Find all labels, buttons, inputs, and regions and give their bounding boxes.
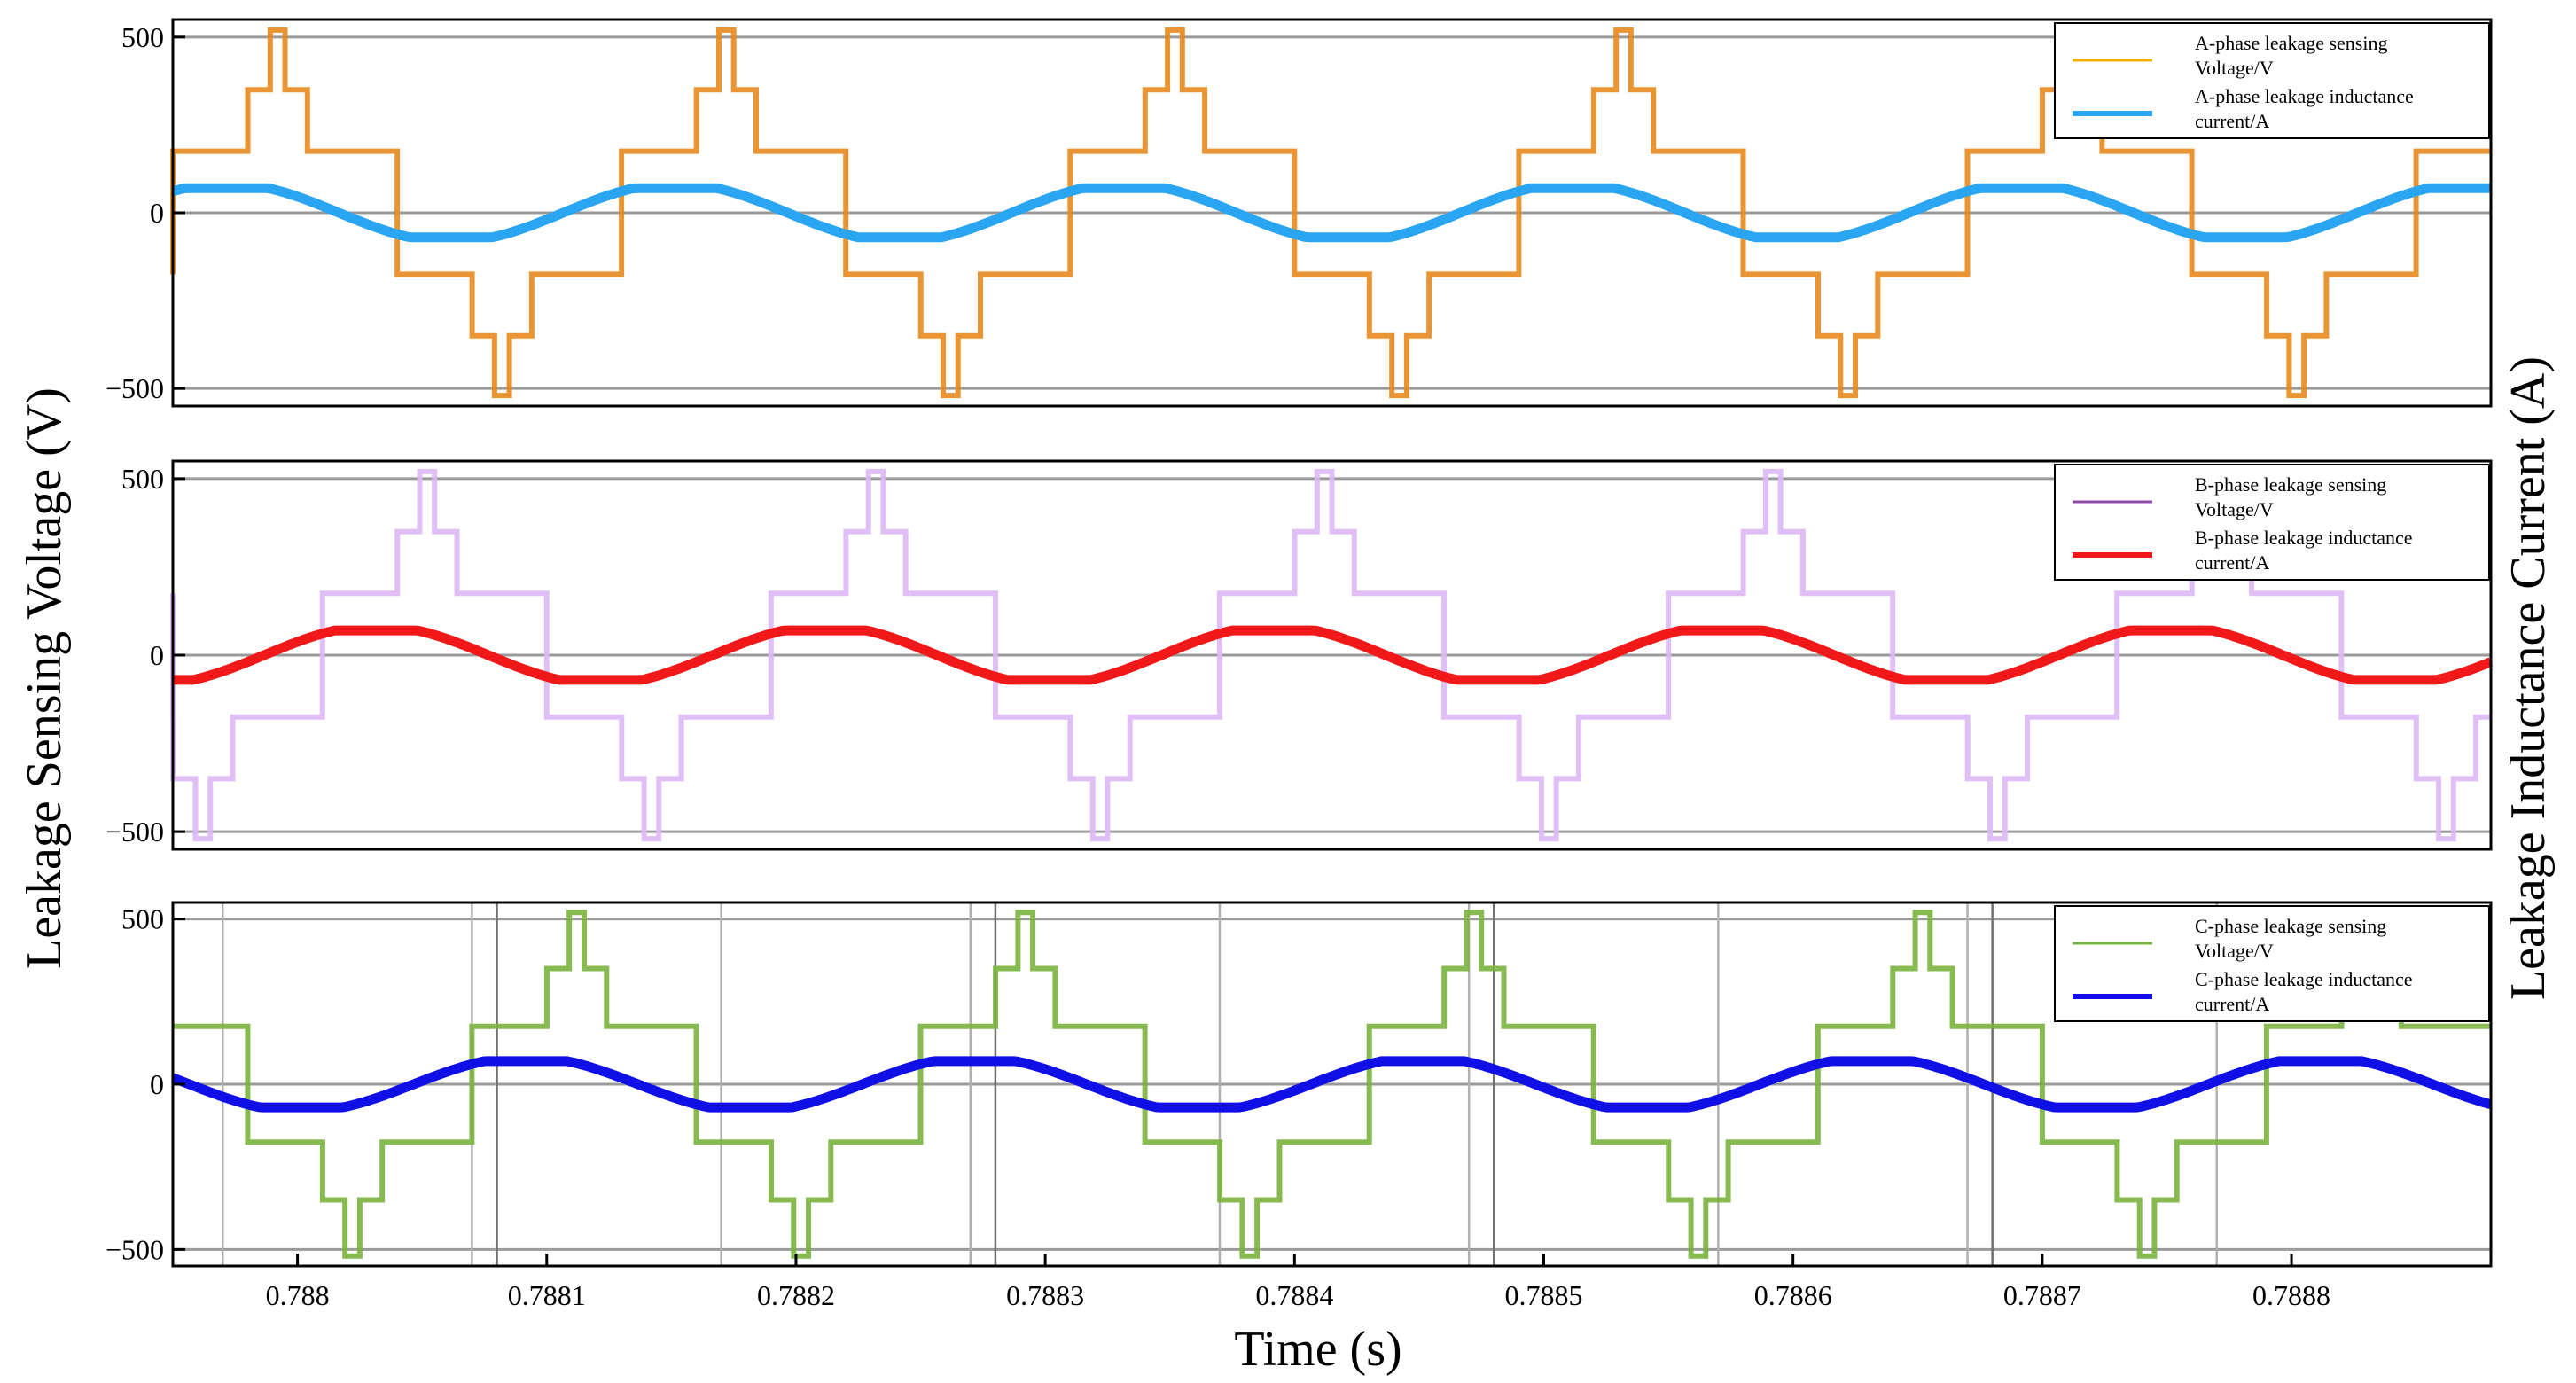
panel-3-legend: C-phase leakage sensing Voltage/V C-phase … [2054, 905, 2490, 1022]
legend-entry-text: A-phase leakage sensing [2195, 32, 2387, 54]
panel-2: 500 0 −500 B-phase leakage sensingVoltage/V… [105, 459, 2494, 851]
legend-entry-text: A-phase leakage inductance [2195, 85, 2414, 107]
legend-entry-text: Voltage/V [2195, 498, 2274, 520]
legend-entry-text: B-phase leakage sensing [2195, 473, 2386, 496]
y-tick-label: −500 [105, 1233, 164, 1265]
x-tick-label: 0.788 [266, 1279, 330, 1311]
x-tick-label: 0.7887 [2003, 1279, 2081, 1311]
x-tick-label: 0.7882 [757, 1279, 835, 1311]
y-tick-label: 0 [150, 639, 164, 671]
legend-entry-text: C-phase leakage sensing [2195, 915, 2386, 937]
x-tick-label: 0.7888 [2252, 1279, 2330, 1311]
y-tick-label: −500 [105, 816, 164, 848]
panel-2-voltage-series [170, 468, 2491, 842]
right-y-axis-label: Leakage Inductance Current (A) [2501, 356, 2556, 1000]
legend-box [2054, 22, 2490, 139]
x-tick-label: 0.7883 [1006, 1279, 1084, 1311]
x-tick-label: 0.7884 [1255, 1279, 1333, 1311]
panel-3: 500 0 −500 C-phase leakage sensing Voltage/V… [105, 901, 2493, 1268]
x-axis: 0.788 0.7881 0.7882 0.7883 0.7884 0.7885 0.788… [266, 1254, 2330, 1311]
y-tick-label: 500 [121, 21, 164, 53]
panel-2-current-series [171, 625, 2494, 685]
legend-entry-text: B-phase leakage inductance [2195, 527, 2413, 549]
left-y-axis-label: Leakage Sensing Voltage (V) [17, 387, 72, 969]
legend-entry-text: current/A [2195, 993, 2269, 1015]
legend-entry-text: Voltage/V [2195, 940, 2274, 962]
panel-3-current-series [171, 1056, 2493, 1113]
legend-entry-text: C-phase leakage inductance [2195, 968, 2413, 990]
panel-1: 500 0 −500 A-phase leakage sensing Voltage/V… [105, 18, 2493, 408]
y-tick-label: 500 [121, 463, 164, 495]
y-tick-label: 0 [150, 1068, 164, 1100]
y-tick-label: 500 [121, 903, 164, 935]
plot-panels: 500 0 −500 A-phase leakage sensing Voltage/V… [105, 18, 2494, 1311]
panel-1-current-series [171, 183, 2493, 243]
legend-entry-text: current/A [2195, 551, 2269, 574]
legend-box [2054, 905, 2490, 1022]
x-tick-label: 0.7885 [1505, 1279, 1583, 1311]
legend-entry-text: Voltage/V [2195, 57, 2274, 79]
y-tick-label: −500 [105, 372, 164, 404]
y-tick-label: 0 [150, 197, 164, 229]
legend-entry-text: current/A [2195, 110, 2269, 132]
panel-3-voltage-series [173, 910, 2491, 1259]
legend-box [2054, 464, 2490, 581]
x-tick-label: 0.7886 [1754, 1279, 1832, 1311]
x-axis-label: Time (s) [1234, 1322, 1401, 1377]
x-tick-label: 0.7881 [508, 1279, 586, 1311]
panel-1-legend: A-phase leakage sensing Voltage/V A-phase … [2054, 22, 2490, 139]
